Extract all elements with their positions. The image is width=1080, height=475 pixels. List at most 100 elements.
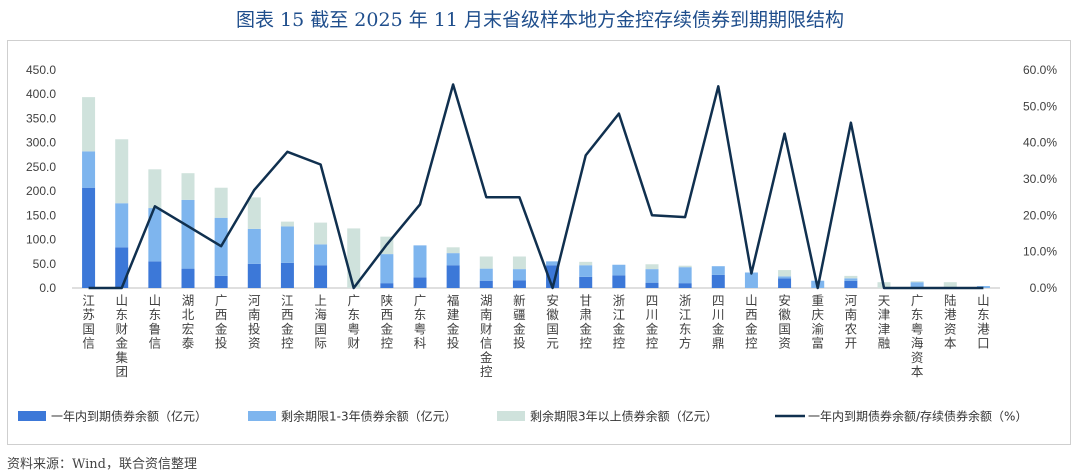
- x-category-label: 江西金控: [281, 293, 294, 351]
- bar-segment-series-3: [943, 282, 957, 288]
- x-category-label: 甘肃金控: [579, 293, 592, 351]
- bar-segment-series-3: [645, 264, 659, 270]
- y-left-tick-label: 150.0: [26, 208, 56, 222]
- x-category-label: 湖南财信金控: [480, 293, 493, 379]
- bar-segment-series-2: [446, 253, 460, 266]
- bar-segment-series-1: [612, 275, 626, 288]
- bar-segment-series-2: [546, 261, 560, 266]
- x-category-label: 天津津融: [878, 293, 891, 351]
- bar-segment-series-2: [844, 278, 858, 281]
- bar-segment-series-3: [115, 139, 129, 204]
- bar-segment-series-1: [280, 262, 294, 288]
- bar-segment-series-2: [413, 245, 427, 278]
- bar-segment-series-3: [148, 169, 162, 209]
- bar-segment-series-3: [844, 275, 858, 279]
- bar-segment-series-1: [413, 277, 427, 288]
- bar-segment-series-2: [612, 264, 626, 276]
- bar-segment-series-1: [778, 278, 792, 288]
- bar-segment-series-1: [214, 275, 228, 288]
- bar-segment-series-1: [678, 283, 692, 288]
- bar-segment-series-2: [380, 254, 394, 284]
- bar-segment-series-1: [446, 265, 460, 288]
- bar-segment-series-3: [778, 270, 792, 277]
- y-left-tick-label: 450.0: [26, 63, 56, 77]
- x-category-label: 江苏国信: [82, 293, 95, 351]
- legend-label: 一年内到期债券余额（亿元）: [51, 409, 207, 424]
- bar-segment-series-2: [181, 199, 195, 269]
- y-left-tick-label: 50.0: [33, 257, 57, 271]
- x-category-label: 山东鲁信: [149, 293, 162, 351]
- x-category-label: 河南投资: [248, 293, 261, 351]
- bar-segment-series-1: [115, 247, 129, 288]
- x-category-label: 安徽国资: [778, 293, 791, 351]
- x-category-label: 四川金控: [646, 293, 659, 351]
- bar-segment-series-3: [446, 247, 460, 254]
- y-right-tick-label: 30.0%: [1023, 172, 1057, 186]
- bar-segment-series-2: [479, 268, 493, 281]
- bar-segment-series-2: [744, 272, 758, 288]
- y-right-tick-label: 0.0%: [1030, 281, 1058, 295]
- legend-label: 剩余期限3年以上债券余额（亿元）: [530, 409, 718, 424]
- bar-segment-series-1: [82, 187, 96, 288]
- y-left-tick-label: 350.0: [26, 111, 56, 125]
- ratio-line: [88, 83, 984, 290]
- x-category-label: 广西金投: [215, 293, 228, 351]
- bar-segment-series-2: [910, 282, 924, 288]
- x-category-label: 重庆渝富: [811, 293, 824, 351]
- bar-segment-series-3: [280, 221, 294, 227]
- x-category-label: 湖北宏泰: [182, 293, 195, 351]
- bar-segment-series-2: [711, 266, 725, 275]
- bar-segment-series-2: [678, 267, 692, 284]
- source-note: 资料来源：Wind，联合资信整理: [7, 457, 197, 472]
- bar-segment-series-3: [181, 173, 195, 200]
- bar-segment-series-1: [711, 274, 725, 288]
- x-category-label: 浙江金控: [613, 293, 626, 351]
- bar-segment-series-2: [82, 151, 96, 188]
- bar-segment-series-3: [678, 265, 692, 268]
- x-category-label: 新疆金投: [513, 293, 526, 351]
- y-right-tick-label: 40.0%: [1023, 136, 1057, 150]
- bar-segment-series-3: [512, 256, 526, 270]
- x-category-label: 上海国际: [314, 293, 327, 351]
- x-category-label: 福建金投: [447, 293, 460, 351]
- bar-segment-series-2: [115, 203, 129, 248]
- bar-segment-series-2: [247, 228, 261, 264]
- bar-segment-series-2: [512, 269, 526, 281]
- y-right-tick-label: 10.0%: [1023, 245, 1057, 259]
- chart-frame: [7, 40, 1071, 445]
- y-left-tick-label: 400.0: [26, 87, 56, 101]
- legend-swatch-series-2: [248, 411, 276, 421]
- bar-segment-series-1: [844, 280, 858, 288]
- x-category-label: 浙江东方: [679, 293, 692, 351]
- x-category-label: 山东港口: [977, 293, 990, 351]
- bar-segment-series-3: [910, 281, 924, 283]
- y-right-tick-label: 50.0%: [1023, 99, 1057, 113]
- x-category-label: 河南农开: [845, 293, 858, 351]
- bar-segment-series-3: [479, 256, 493, 269]
- chart-title: 图表 15 截至 2025 年 11 月末省级样本地方金控存续债券到期期限结构: [236, 9, 844, 31]
- x-category-label: 四川金鼎: [712, 293, 725, 351]
- bar-segment-series-3: [214, 187, 228, 218]
- bar-segment-series-3: [82, 97, 96, 152]
- legend-swatch-series-1: [18, 411, 46, 421]
- bar-segment-series-1: [247, 263, 261, 288]
- bar-segment-series-3: [247, 197, 261, 229]
- x-category-label: 广东粤科: [414, 293, 427, 351]
- bar-segment-series-1: [479, 280, 493, 288]
- bar-segment-series-3: [314, 222, 328, 245]
- bar-segment-series-2: [314, 244, 328, 266]
- legend-swatch-series-3: [497, 411, 525, 421]
- x-category-label: 安徽国元: [546, 293, 559, 351]
- bar-segment-series-2: [280, 226, 294, 263]
- bar-segment-series-1: [314, 265, 328, 288]
- y-right-tick-label: 60.0%: [1023, 63, 1057, 77]
- legend-label: 一年内到期债券余额/存续债券余额（%）: [808, 409, 1027, 424]
- x-category-label: 山西金控: [745, 293, 758, 351]
- bar-segment-series-1: [512, 280, 526, 288]
- legend-label: 剩余期限1-3年债券余额（亿元）: [281, 409, 457, 424]
- bar-segment-series-2: [645, 269, 659, 283]
- bar-segment-series-1: [579, 276, 593, 288]
- y-left-tick-label: 300.0: [26, 136, 56, 150]
- bar-segment-series-1: [148, 261, 162, 288]
